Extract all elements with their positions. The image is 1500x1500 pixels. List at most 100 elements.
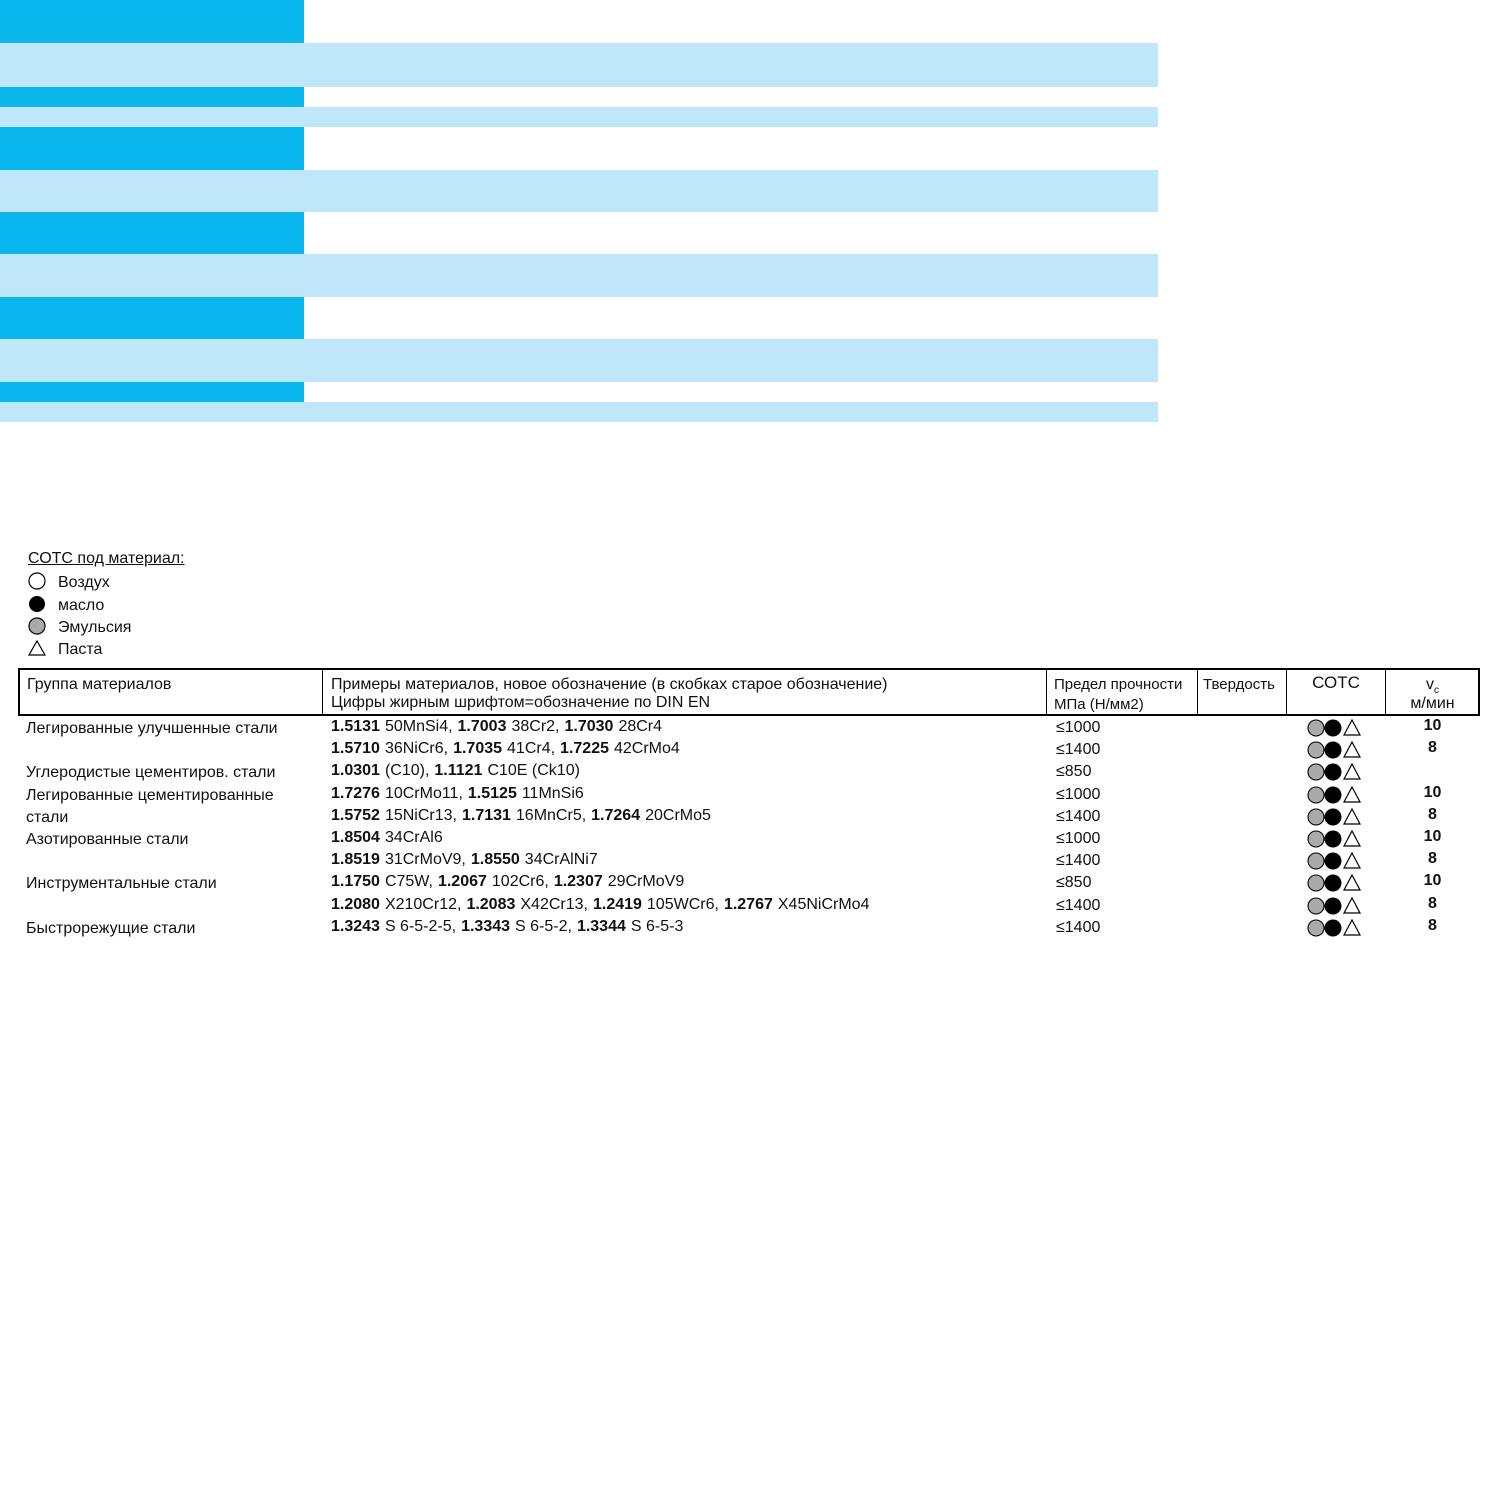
cutting-speed: 8 — [1428, 739, 1437, 757]
legend-item: масло — [58, 597, 105, 614]
strength: ≤1400 — [1056, 896, 1101, 914]
cutting-speed: 8 — [1428, 916, 1437, 934]
materials: 1.1750 C75W, 1.2067 102Cr6, 1.2307 29CrMoV9 — [331, 873, 689, 891]
materials: 1.3243 S 6-5-2-5, 1.3343 S 6-5-2, 1.3344 S 6-… — [331, 918, 688, 936]
strength: ≤1400 — [1056, 741, 1101, 759]
group-name: Легированные улучшенные стали — [26, 720, 278, 737]
group-cell — [0, 86, 304, 107]
header-strength: Предел прочности — [1054, 676, 1183, 693]
material-code: 1.8504 — [331, 829, 380, 846]
divider — [1385, 670, 1386, 714]
cutting-speed: 10 — [1423, 872, 1442, 890]
header-hardness: Твердость — [1203, 676, 1275, 693]
oil-icon — [1324, 852, 1342, 870]
material-code: 1.5131 — [331, 718, 380, 735]
coolant-icons — [1307, 874, 1361, 892]
coolant-icons — [1307, 740, 1361, 759]
speed-symbol: v — [1426, 676, 1434, 693]
coolant-icons — [1307, 785, 1361, 804]
group-name: Легированные цементированные стали — [26, 786, 274, 826]
materials: 1.8504 34CrAl6 — [331, 829, 448, 847]
table-body: Легированные улучшенные стали 1.5131 50MnS… — [0, 0, 1500, 937]
group-cell — [0, 127, 304, 170]
emulsion-icon — [1307, 919, 1325, 937]
materials: 1.5131 50MnSi4, 1.7003 38Cr2, 1.7030 28Cr4 — [331, 718, 667, 736]
materials: 1.5752 15NiCr13, 1.7131 16MnCr5, 1.7264 20CrM… — [331, 807, 716, 825]
material-code: 1.2419 — [592, 895, 642, 913]
coolant-icons — [1307, 829, 1361, 848]
speed-subscript: c — [1434, 685, 1439, 697]
material-code: 1.2307 — [553, 873, 603, 891]
material-name: 16MnCr5, — [515, 806, 587, 824]
divider — [322, 670, 323, 714]
emulsion-icon — [1307, 786, 1325, 804]
material-name: X42Cr13, — [520, 895, 588, 913]
air-icon — [28, 572, 46, 590]
material-name: 31CrMoV9, — [384, 851, 466, 869]
oil-icon — [1324, 874, 1342, 892]
header-examples: Цифры жирным шрифтом=обозначение по DIN … — [331, 694, 711, 711]
strength: ≤1400 — [1056, 918, 1101, 936]
strength: ≤1400 — [1056, 852, 1101, 870]
row-bg — [0, 106, 1158, 128]
oil-icon — [29, 596, 45, 612]
paste-icon — [1343, 851, 1361, 869]
legend-item: Воздух — [58, 574, 110, 591]
material-name: X45NiCrMo4 — [777, 895, 870, 913]
emulsion-icon — [1307, 830, 1325, 848]
emulsion-icon — [28, 617, 46, 635]
coolant-icons — [1307, 918, 1361, 937]
material-code: 1.7035 — [453, 740, 503, 758]
material-name: 50MnSi4, — [384, 718, 453, 735]
group-name: Быстрорежущие стали — [26, 919, 196, 937]
coolant-icons — [1307, 807, 1361, 826]
emulsion-icon — [1307, 719, 1325, 737]
materials: 1.8519 31CrMoV9, 1.8550 34CrAlNi7 — [331, 851, 603, 869]
oil-icon — [1324, 719, 1342, 737]
group-cell — [0, 296, 304, 340]
emulsion-icon — [1307, 741, 1325, 759]
header-coolant: СОТС — [1312, 673, 1360, 692]
divider — [1046, 670, 1047, 714]
material-name: 41Cr4, — [507, 740, 556, 758]
paste-icon — [1343, 740, 1361, 758]
header-unit: м/мин — [1410, 695, 1455, 712]
material-name: 105WCr6, — [646, 895, 719, 913]
material-code: 1.7264 — [591, 806, 641, 824]
row-bg — [0, 401, 1158, 422]
materials: 1.7276 10CrMo11, 1.5125 11MnSi6 — [331, 785, 589, 803]
material-name: (C10), — [384, 762, 430, 780]
material-code: 1.8550 — [470, 851, 520, 869]
paste-icon — [1343, 829, 1361, 847]
group-name: Инструментальные стали — [26, 875, 217, 893]
legend-icons — [27, 572, 47, 656]
material-name: 102Cr6, — [491, 873, 549, 891]
emulsion-icon — [1307, 897, 1325, 915]
table-header: Группа материалов Примеры материалов, но… — [18, 668, 1480, 716]
material-code: 1.7030 — [564, 718, 614, 735]
material-code: 1.7225 — [560, 740, 609, 758]
oil-icon — [1324, 786, 1342, 804]
cutting-speed: 10 — [1423, 783, 1442, 801]
material-code: 1.0301 — [331, 762, 380, 780]
group-name: Углеродистые цементиров. стали — [26, 764, 276, 782]
paste-icon — [1343, 874, 1361, 891]
cutting-speed: 8 — [1428, 805, 1437, 823]
oil-icon — [1324, 741, 1342, 759]
material-name: S 6-5-2-5, — [384, 917, 457, 935]
material-code: 1.7003 — [457, 718, 507, 735]
material-name: 42CrMo4 — [613, 740, 680, 758]
paste-icon — [1343, 807, 1361, 825]
material-code: 1.3343 — [461, 917, 511, 935]
cutting-speed: 10 — [1423, 828, 1442, 845]
material-name: 28Cr4 — [618, 718, 663, 735]
row-bg — [0, 43, 1158, 87]
material-code: 1.3243 — [331, 917, 380, 935]
divider — [1197, 670, 1198, 714]
material-name: 15NiCr13, — [384, 806, 457, 824]
paste-icon — [27, 639, 47, 656]
strength: ≤1400 — [1056, 807, 1101, 825]
paste-icon — [1343, 718, 1361, 736]
paste-icon — [1343, 763, 1361, 780]
